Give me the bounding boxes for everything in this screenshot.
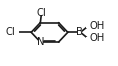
Bar xyxy=(38,40,43,44)
Bar xyxy=(77,31,82,34)
Bar xyxy=(86,36,95,40)
Text: Cl: Cl xyxy=(36,8,46,18)
Bar xyxy=(37,11,45,15)
Text: OH: OH xyxy=(89,21,105,31)
Text: OH: OH xyxy=(89,33,105,43)
Bar xyxy=(10,31,19,34)
Text: Cl: Cl xyxy=(6,27,16,37)
Bar xyxy=(86,25,95,28)
Text: B: B xyxy=(76,27,83,37)
Text: N: N xyxy=(37,37,44,47)
